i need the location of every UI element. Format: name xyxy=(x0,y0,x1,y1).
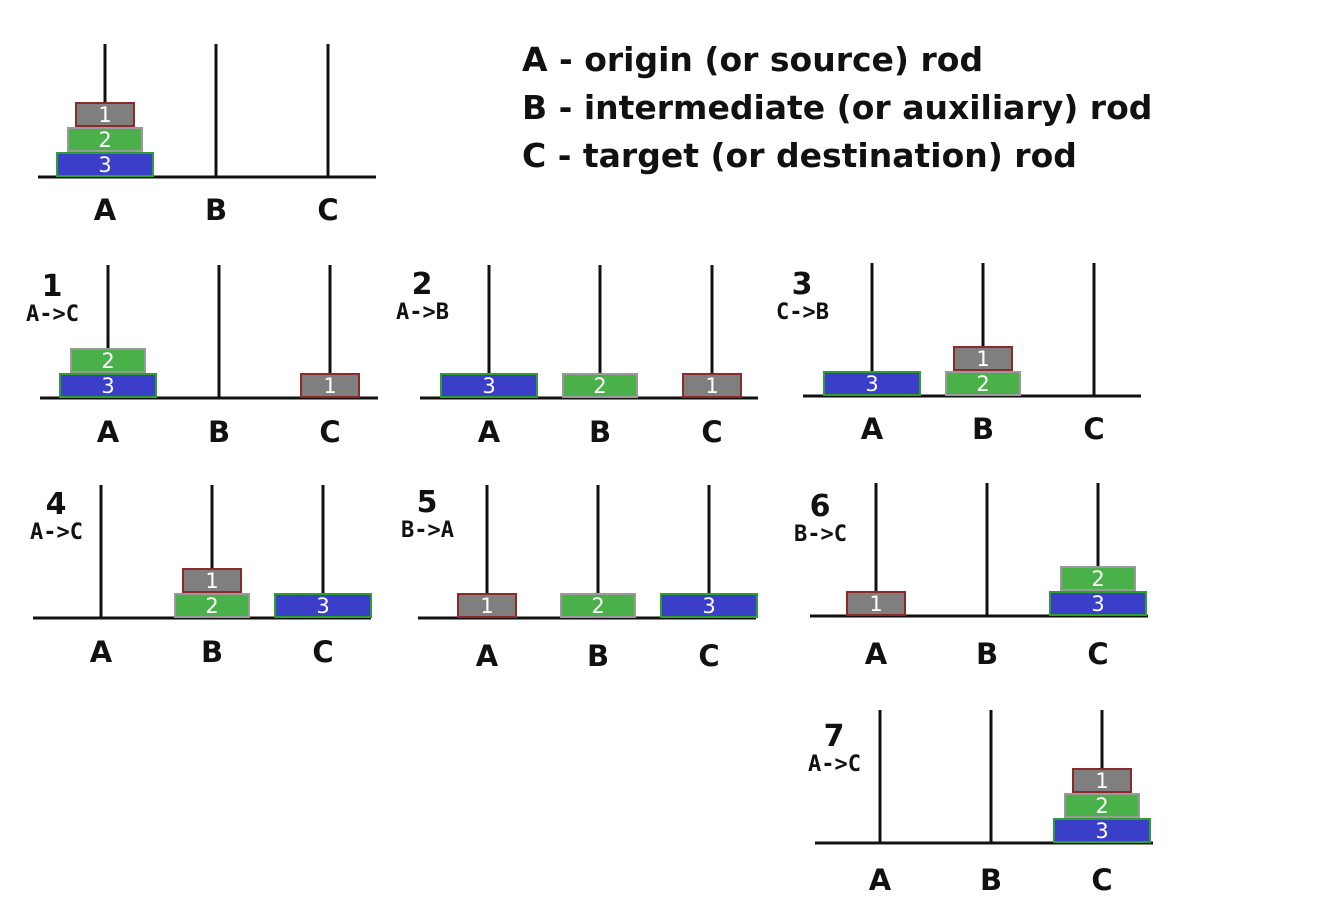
disk-3-label: 3 xyxy=(482,374,495,398)
step-number: 1 xyxy=(42,269,63,304)
rod-label-a: A xyxy=(94,193,117,227)
step-number: 5 xyxy=(417,485,438,520)
disk-3 xyxy=(274,593,372,618)
rod-label-a: A xyxy=(476,639,499,673)
disk-2 xyxy=(560,593,636,618)
rod-label-a: A xyxy=(90,635,113,669)
step-panel-3: 3 21A B C3C->B xyxy=(776,263,1141,446)
step-move: C->B xyxy=(776,300,829,325)
rod-label-b: B xyxy=(205,193,227,227)
legend-line-c: C - target (or destination) rod xyxy=(522,136,1077,175)
step-panel-6: 1 32 A B C 6B->C xyxy=(794,483,1148,671)
disk-1-label: 1 xyxy=(1095,769,1108,793)
disk-2 xyxy=(945,371,1021,396)
disk-3-label: 3 xyxy=(101,374,114,398)
legend-line-a: A - origin (or source) rod xyxy=(522,40,984,79)
disk-2 xyxy=(67,127,143,152)
rod-label-c: C xyxy=(319,415,340,449)
step-move: A->C xyxy=(26,302,79,327)
disk-3-label: 3 xyxy=(702,594,715,618)
rod-label-a: A xyxy=(869,863,892,897)
disk-1 xyxy=(846,591,906,616)
disk-2 xyxy=(1060,566,1136,591)
disk-1 xyxy=(457,593,517,618)
disk-3 xyxy=(660,593,758,618)
disk-1 xyxy=(953,346,1013,371)
disk-1-label: 1 xyxy=(480,594,493,618)
rod-label-c: C xyxy=(698,639,719,673)
disk-2-label: 2 xyxy=(593,374,606,398)
disk-1-label: 1 xyxy=(976,347,989,371)
disk-3 xyxy=(1049,591,1147,616)
disk-2 xyxy=(1064,793,1140,818)
disk-3-label: 3 xyxy=(1091,592,1104,616)
step-panel-5: 1 2 3 A B C 5B->A xyxy=(401,485,758,673)
initial-panel: 321 A B C xyxy=(38,44,376,227)
step-move: A->C xyxy=(30,520,83,545)
step-panel-2: 3 2 1A B C2A->B xyxy=(396,265,758,449)
step-move: B->A xyxy=(401,518,454,543)
rod-label-c: C xyxy=(312,635,333,669)
disk-1 xyxy=(682,373,742,398)
rod-label-c: C xyxy=(701,415,722,449)
rod-label-b: B xyxy=(201,635,223,669)
rod-label-a: A xyxy=(97,415,120,449)
disk-2-label: 2 xyxy=(98,128,111,152)
disk-2 xyxy=(174,593,250,618)
disk-3-label: 3 xyxy=(1095,819,1108,843)
disk-2 xyxy=(562,373,638,398)
rod-label-b: B xyxy=(980,863,1002,897)
disk-3-label: 3 xyxy=(865,372,878,396)
rod-label-c: C xyxy=(317,193,338,227)
rod-label-c: C xyxy=(1091,863,1112,897)
disk-1 xyxy=(75,102,135,127)
rod-label-a: A xyxy=(865,637,888,671)
rod-label-b: B xyxy=(587,639,609,673)
step-number: 6 xyxy=(810,489,831,524)
step-move: A->B xyxy=(396,300,449,325)
disk-3 xyxy=(823,371,921,396)
disk-1 xyxy=(300,373,360,398)
disk-3 xyxy=(59,373,157,398)
disk-1-label: 1 xyxy=(205,569,218,593)
disk-1 xyxy=(182,568,242,593)
legend-line-b: B - intermediate (or auxiliary) rod xyxy=(522,88,1153,127)
rod-label-b: B xyxy=(208,415,230,449)
disk-2-label: 2 xyxy=(205,594,218,618)
step-number: 4 xyxy=(46,487,67,522)
disk-1-label: 1 xyxy=(98,103,111,127)
step-number: 7 xyxy=(824,719,845,754)
disk-3 xyxy=(56,152,154,177)
rod-label-b: B xyxy=(972,412,994,446)
step-move: A->C xyxy=(808,752,861,777)
step-panel-4: 21 3 A B C 4A->C xyxy=(30,485,372,669)
rod-label-a: A xyxy=(861,412,884,446)
disk-2-label: 2 xyxy=(101,349,114,373)
step-panel-7: 321 A B C 7A->C xyxy=(808,710,1153,897)
disk-2-label: 2 xyxy=(1095,794,1108,818)
step-number: 3 xyxy=(792,267,813,302)
disk-1-label: 1 xyxy=(323,374,336,398)
disk-3 xyxy=(440,373,538,398)
disk-3 xyxy=(1053,818,1151,843)
disk-2-label: 2 xyxy=(976,372,989,396)
disk-3-label: 3 xyxy=(98,153,111,177)
disk-3-label: 3 xyxy=(316,594,329,618)
rod-legend: A - origin (or source) rod B - intermedi… xyxy=(522,36,1152,180)
step-number: 2 xyxy=(412,267,433,302)
step-move: B->C xyxy=(794,522,847,547)
disk-2-label: 2 xyxy=(1091,567,1104,591)
disk-2 xyxy=(70,348,146,373)
rod-label-b: B xyxy=(589,415,611,449)
disk-1-label: 1 xyxy=(705,374,718,398)
rod-label-b: B xyxy=(976,637,998,671)
disk-1 xyxy=(1072,768,1132,793)
disk-1-label: 1 xyxy=(869,592,882,616)
rod-label-c: C xyxy=(1087,637,1108,671)
rod-label-a: A xyxy=(478,415,501,449)
rod-label-c: C xyxy=(1083,412,1104,446)
disk-2-label: 2 xyxy=(591,594,604,618)
